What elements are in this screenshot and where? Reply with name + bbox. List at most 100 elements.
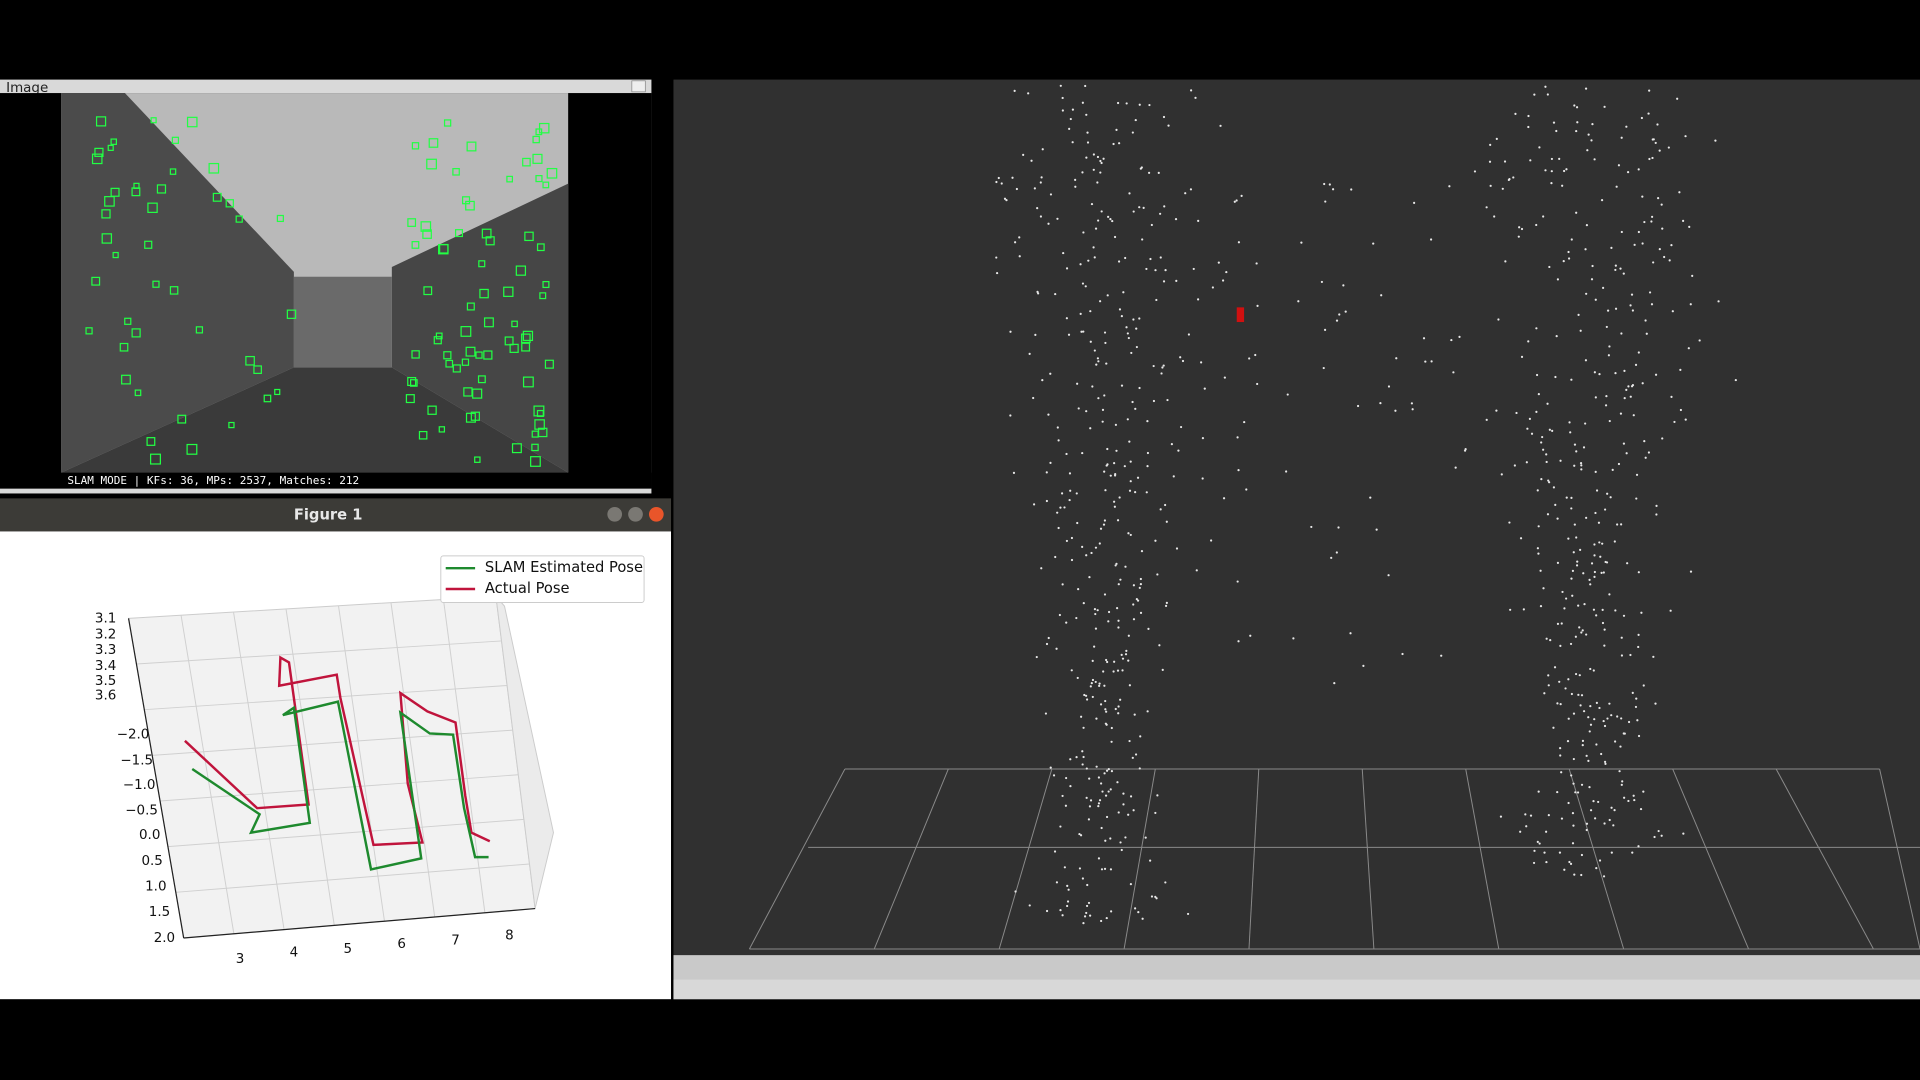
map-point — [1129, 480, 1132, 483]
keypoint — [156, 184, 167, 194]
map-point — [1605, 325, 1608, 329]
map-point — [1362, 664, 1365, 668]
map-point — [1656, 123, 1659, 126]
map-point — [1550, 157, 1554, 161]
keypoint — [485, 236, 495, 246]
map-point — [1687, 347, 1690, 350]
map-point — [1159, 508, 1162, 511]
map-point — [1573, 464, 1576, 467]
map-point — [1585, 224, 1589, 227]
actual-trajectory — [184, 655, 491, 847]
keypoint — [150, 117, 157, 124]
maximize-button[interactable] — [628, 506, 643, 522]
map-point — [1107, 790, 1110, 793]
map-point — [1597, 800, 1600, 804]
map-point — [1035, 655, 1038, 659]
map-point — [1668, 259, 1671, 262]
keypoint — [253, 365, 262, 374]
map-point — [1096, 181, 1099, 184]
map-point — [1593, 158, 1596, 161]
map-point — [1560, 622, 1563, 625]
close-button[interactable] — [631, 80, 646, 93]
map-point — [1060, 492, 1064, 495]
map-point — [1114, 564, 1117, 567]
map-point — [1500, 473, 1503, 476]
map-point — [1567, 717, 1570, 720]
map-point — [1041, 148, 1044, 151]
grid-line — [175, 863, 530, 893]
map-point — [1464, 448, 1467, 451]
map-point — [1608, 818, 1611, 822]
keypoint — [511, 443, 522, 454]
map-point — [1254, 353, 1257, 357]
map-point — [1092, 246, 1095, 249]
map-point — [1488, 160, 1492, 163]
map-point — [1570, 692, 1573, 696]
map-point — [1489, 143, 1492, 146]
map-point — [1055, 881, 1059, 884]
map-point — [1098, 682, 1101, 685]
map-point — [1138, 767, 1141, 770]
keypoint — [483, 350, 493, 360]
map-point — [1572, 824, 1575, 827]
map-point — [1642, 790, 1645, 793]
map-point — [1061, 109, 1064, 112]
map-point — [1430, 360, 1433, 363]
map-point — [1162, 280, 1166, 283]
map-point — [1118, 496, 1121, 499]
map-point — [1580, 783, 1584, 786]
map-point — [1039, 215, 1043, 218]
minimize-button[interactable] — [607, 506, 623, 522]
map-point — [1156, 794, 1159, 797]
map-point — [1602, 286, 1605, 289]
map-point — [1104, 722, 1107, 725]
map-point — [1637, 168, 1640, 171]
map-point — [1537, 790, 1540, 793]
map-point — [1128, 684, 1131, 687]
close-button[interactable] — [648, 506, 664, 522]
map-point — [1543, 851, 1546, 854]
keypoint — [245, 355, 255, 366]
floor-line — [1879, 768, 1920, 950]
map-point — [1320, 280, 1324, 284]
map-point — [1607, 354, 1610, 357]
map-point — [1544, 85, 1547, 88]
map-point — [1087, 818, 1091, 821]
keypoint — [515, 265, 527, 276]
map-point — [1593, 554, 1596, 557]
map-point — [1101, 408, 1105, 411]
map-point — [1052, 774, 1056, 777]
map-point — [1256, 304, 1259, 308]
map-point — [1324, 200, 1327, 203]
map-point — [1591, 264, 1594, 268]
map-point — [1040, 567, 1043, 570]
map-point — [1091, 659, 1094, 663]
map-point — [1645, 332, 1648, 335]
map-point — [1657, 197, 1660, 200]
map-point — [1517, 235, 1520, 238]
keypoint — [405, 394, 415, 404]
map-point — [1609, 496, 1612, 499]
map-point — [1119, 698, 1122, 701]
map-point — [1536, 840, 1539, 843]
map-point — [1097, 802, 1101, 805]
map-point — [1623, 397, 1626, 400]
map-point — [1631, 309, 1634, 312]
map-point — [1041, 379, 1044, 382]
map-point — [1637, 351, 1640, 354]
map-point — [1074, 185, 1077, 188]
map-point — [1566, 740, 1570, 743]
map-point — [1553, 666, 1557, 669]
map-point — [1067, 888, 1070, 891]
map-point — [1626, 171, 1630, 174]
keypoint — [478, 260, 486, 268]
map-point — [1589, 723, 1593, 726]
keypoint — [110, 138, 117, 145]
map-point — [1197, 298, 1200, 301]
map-point — [1658, 149, 1661, 152]
legend-entry: Actual Pose — [485, 580, 570, 597]
map-point — [1164, 881, 1167, 884]
keypoint — [133, 182, 140, 189]
map-point — [1380, 294, 1383, 297]
map-point — [1068, 498, 1071, 502]
